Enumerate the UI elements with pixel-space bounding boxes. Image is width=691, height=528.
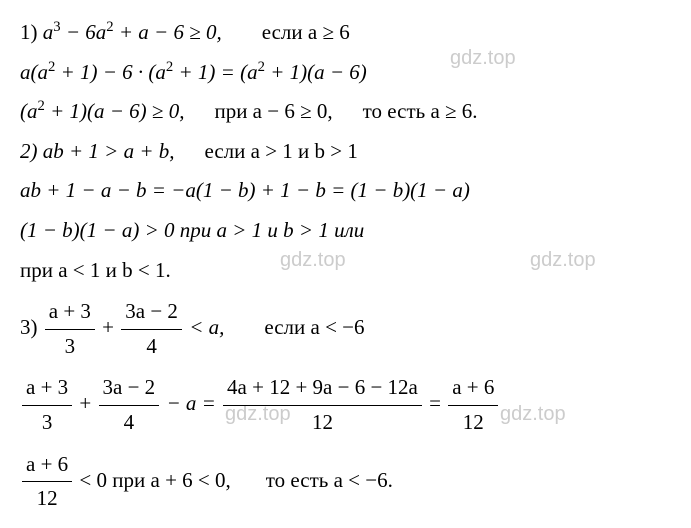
problem-2-step2: (1 − b)(1 − a) > 0 при a > 1 и b > 1 или	[20, 214, 671, 248]
condition: если a > 1 и b > 1	[205, 139, 358, 163]
text: +	[97, 315, 119, 339]
problem-2-statement: 2) ab + 1 > a + b, если a > 1 и b > 1	[20, 135, 671, 169]
numerator: 4a + 12 + 9a − 6 − 12a	[223, 371, 422, 406]
problem-2-step3: при a < 1 и b < 1.	[20, 254, 671, 288]
fraction: 3a − 24	[121, 295, 182, 363]
problem-1-step2: (a2 + 1)(a − 6) ≥ 0, при a − 6 ≥ 0, то ест…	[20, 95, 671, 129]
numerator: a + 3	[22, 371, 72, 406]
text: + a − 6 ≥ 0,	[114, 20, 222, 44]
denominator: 3	[45, 330, 95, 364]
text: +	[74, 391, 96, 415]
numerator: 3a − 2	[121, 295, 182, 330]
text: a(a	[20, 60, 48, 84]
exp: 2	[38, 98, 45, 114]
exp: 2	[106, 19, 113, 35]
numerator: a + 3	[45, 295, 95, 330]
denominator: 4	[99, 406, 160, 440]
denominator: 3	[22, 406, 72, 440]
text: < 0 при a + 6 < 0,	[74, 467, 231, 491]
text: (a	[20, 99, 38, 123]
problem-2-step1: ab + 1 − a − b = −a(1 − b) + 1 − b = (1 …	[20, 174, 671, 208]
text: то есть a < −6.	[266, 467, 393, 491]
fraction: 3a − 24	[99, 371, 160, 439]
problem-1-statement: 1) a3 − 6a2 + a − 6 ≥ 0, если a ≥ 6	[20, 16, 671, 50]
fraction: 4a + 12 + 9a − 6 − 12a12	[223, 371, 422, 439]
condition: если a ≥ 6	[262, 20, 350, 44]
problem-3-step1: a + 33 + 3a − 24 − a = 4a + 12 + 9a − 6 …	[20, 371, 671, 439]
numerator: a + 6	[448, 371, 498, 406]
fraction: a + 612	[22, 448, 72, 516]
text: + 1) − 6 · (a	[55, 60, 166, 84]
text: 3)	[20, 315, 43, 339]
text: (1 − b)(1 − a) > 0 при a > 1 и b > 1 или	[20, 218, 364, 242]
condition: если a < −6	[264, 315, 364, 339]
numerator: a + 6	[22, 448, 72, 483]
var: a	[43, 20, 54, 44]
text: − 6a	[61, 20, 107, 44]
denominator: 4	[121, 330, 182, 364]
text: + 1) = (a	[173, 60, 257, 84]
exp: 2	[258, 59, 265, 75]
denominator: 12	[223, 406, 422, 440]
text: при a < 1 и b < 1.	[20, 258, 171, 282]
exp: 3	[53, 19, 60, 35]
text: 1)	[20, 20, 43, 44]
problem-3-step2: a + 612 < 0 при a + 6 < 0, то есть a < −6…	[20, 448, 671, 516]
numerator: 3a − 2	[99, 371, 160, 406]
denominator: 12	[448, 406, 498, 440]
text: − a =	[161, 391, 221, 415]
text: + 1)(a − 6)	[265, 60, 367, 84]
problem-3-statement: 3) a + 33 + 3a − 24 < a, если a < −6	[20, 295, 671, 363]
fraction: a + 612	[448, 371, 498, 439]
fraction: a + 33	[22, 371, 72, 439]
text: + 1)(a − 6) ≥ 0,	[45, 99, 185, 123]
text: 2) ab + 1 > a + b,	[20, 139, 175, 163]
text: при a − 6 ≥ 0,	[214, 99, 332, 123]
problem-1-step1: a(a2 + 1) − 6 · (a2 + 1) = (a2 + 1)(a − …	[20, 56, 671, 90]
denominator: 12	[22, 482, 72, 516]
text: ab + 1 − a − b = −a(1 − b) + 1 − b = (1 …	[20, 178, 470, 202]
text: < a,	[184, 315, 224, 339]
fraction: a + 33	[45, 295, 95, 363]
text: =	[424, 391, 446, 415]
text: то есть a ≥ 6.	[363, 99, 478, 123]
